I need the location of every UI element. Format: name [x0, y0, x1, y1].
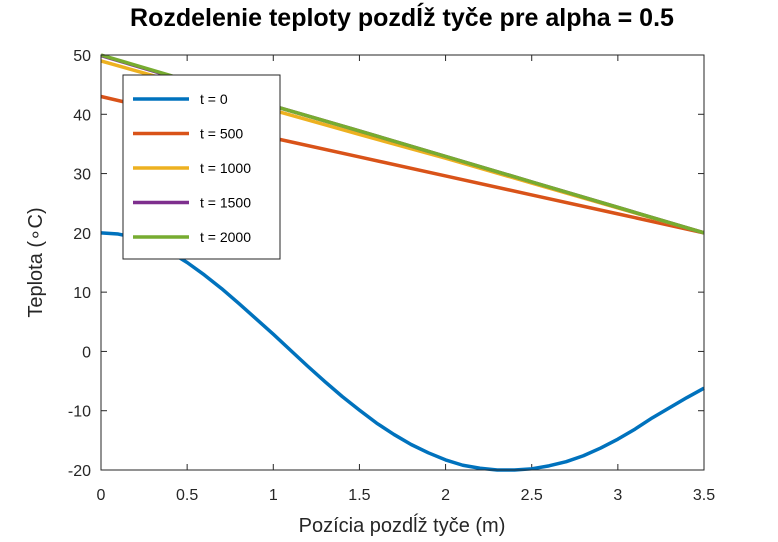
x-tick-label: 2: [441, 487, 450, 504]
legend-label-2: t = 1000: [200, 160, 251, 176]
x-tick-label: 3.5: [693, 487, 715, 504]
y-tick-label: 30: [73, 167, 91, 184]
y-tick-label: 40: [73, 107, 91, 124]
x-tick-label: 2.5: [521, 487, 543, 504]
x-axis: 0 0.5 1 1.5 2 2.5 3 3.5: [97, 55, 715, 504]
chart-title: Rozdelenie teploty pozdĺž tyče pre alpha…: [130, 2, 674, 32]
x-tick-label: 0.5: [176, 487, 198, 504]
x-tick-label: 0: [97, 487, 106, 504]
y-tick-label: 10: [73, 285, 91, 302]
y-tick-label: 50: [73, 48, 91, 65]
y-tick-label: -20: [68, 463, 91, 480]
y-tick-label: -10: [68, 404, 91, 421]
legend-label-0: t = 0: [200, 91, 228, 107]
y-tick-label: 0: [82, 344, 91, 361]
legend: t = 0 t = 500 t = 1000 t = 1500 t = 2000: [122, 74, 281, 260]
x-tick-label: 1: [269, 487, 278, 504]
y-tick-label: 20: [73, 226, 91, 243]
legend-label-4: t = 2000: [200, 229, 251, 245]
plot-area-frame: [100, 54, 705, 471]
y-axis: -20 -10 0 10 20 30 40 50: [68, 48, 704, 480]
x-tick-label: 3: [613, 487, 622, 504]
x-axis-label: Pozícia pozdĺž tyče (m): [299, 513, 506, 537]
x-tick-label: 1.5: [348, 487, 370, 504]
y-axis-label: Teplota (∘C): [25, 207, 47, 317]
legend-label-1: t = 500: [200, 126, 243, 142]
series-line-0: [100, 231, 705, 472]
legend-label-3: t = 1500: [200, 195, 251, 211]
